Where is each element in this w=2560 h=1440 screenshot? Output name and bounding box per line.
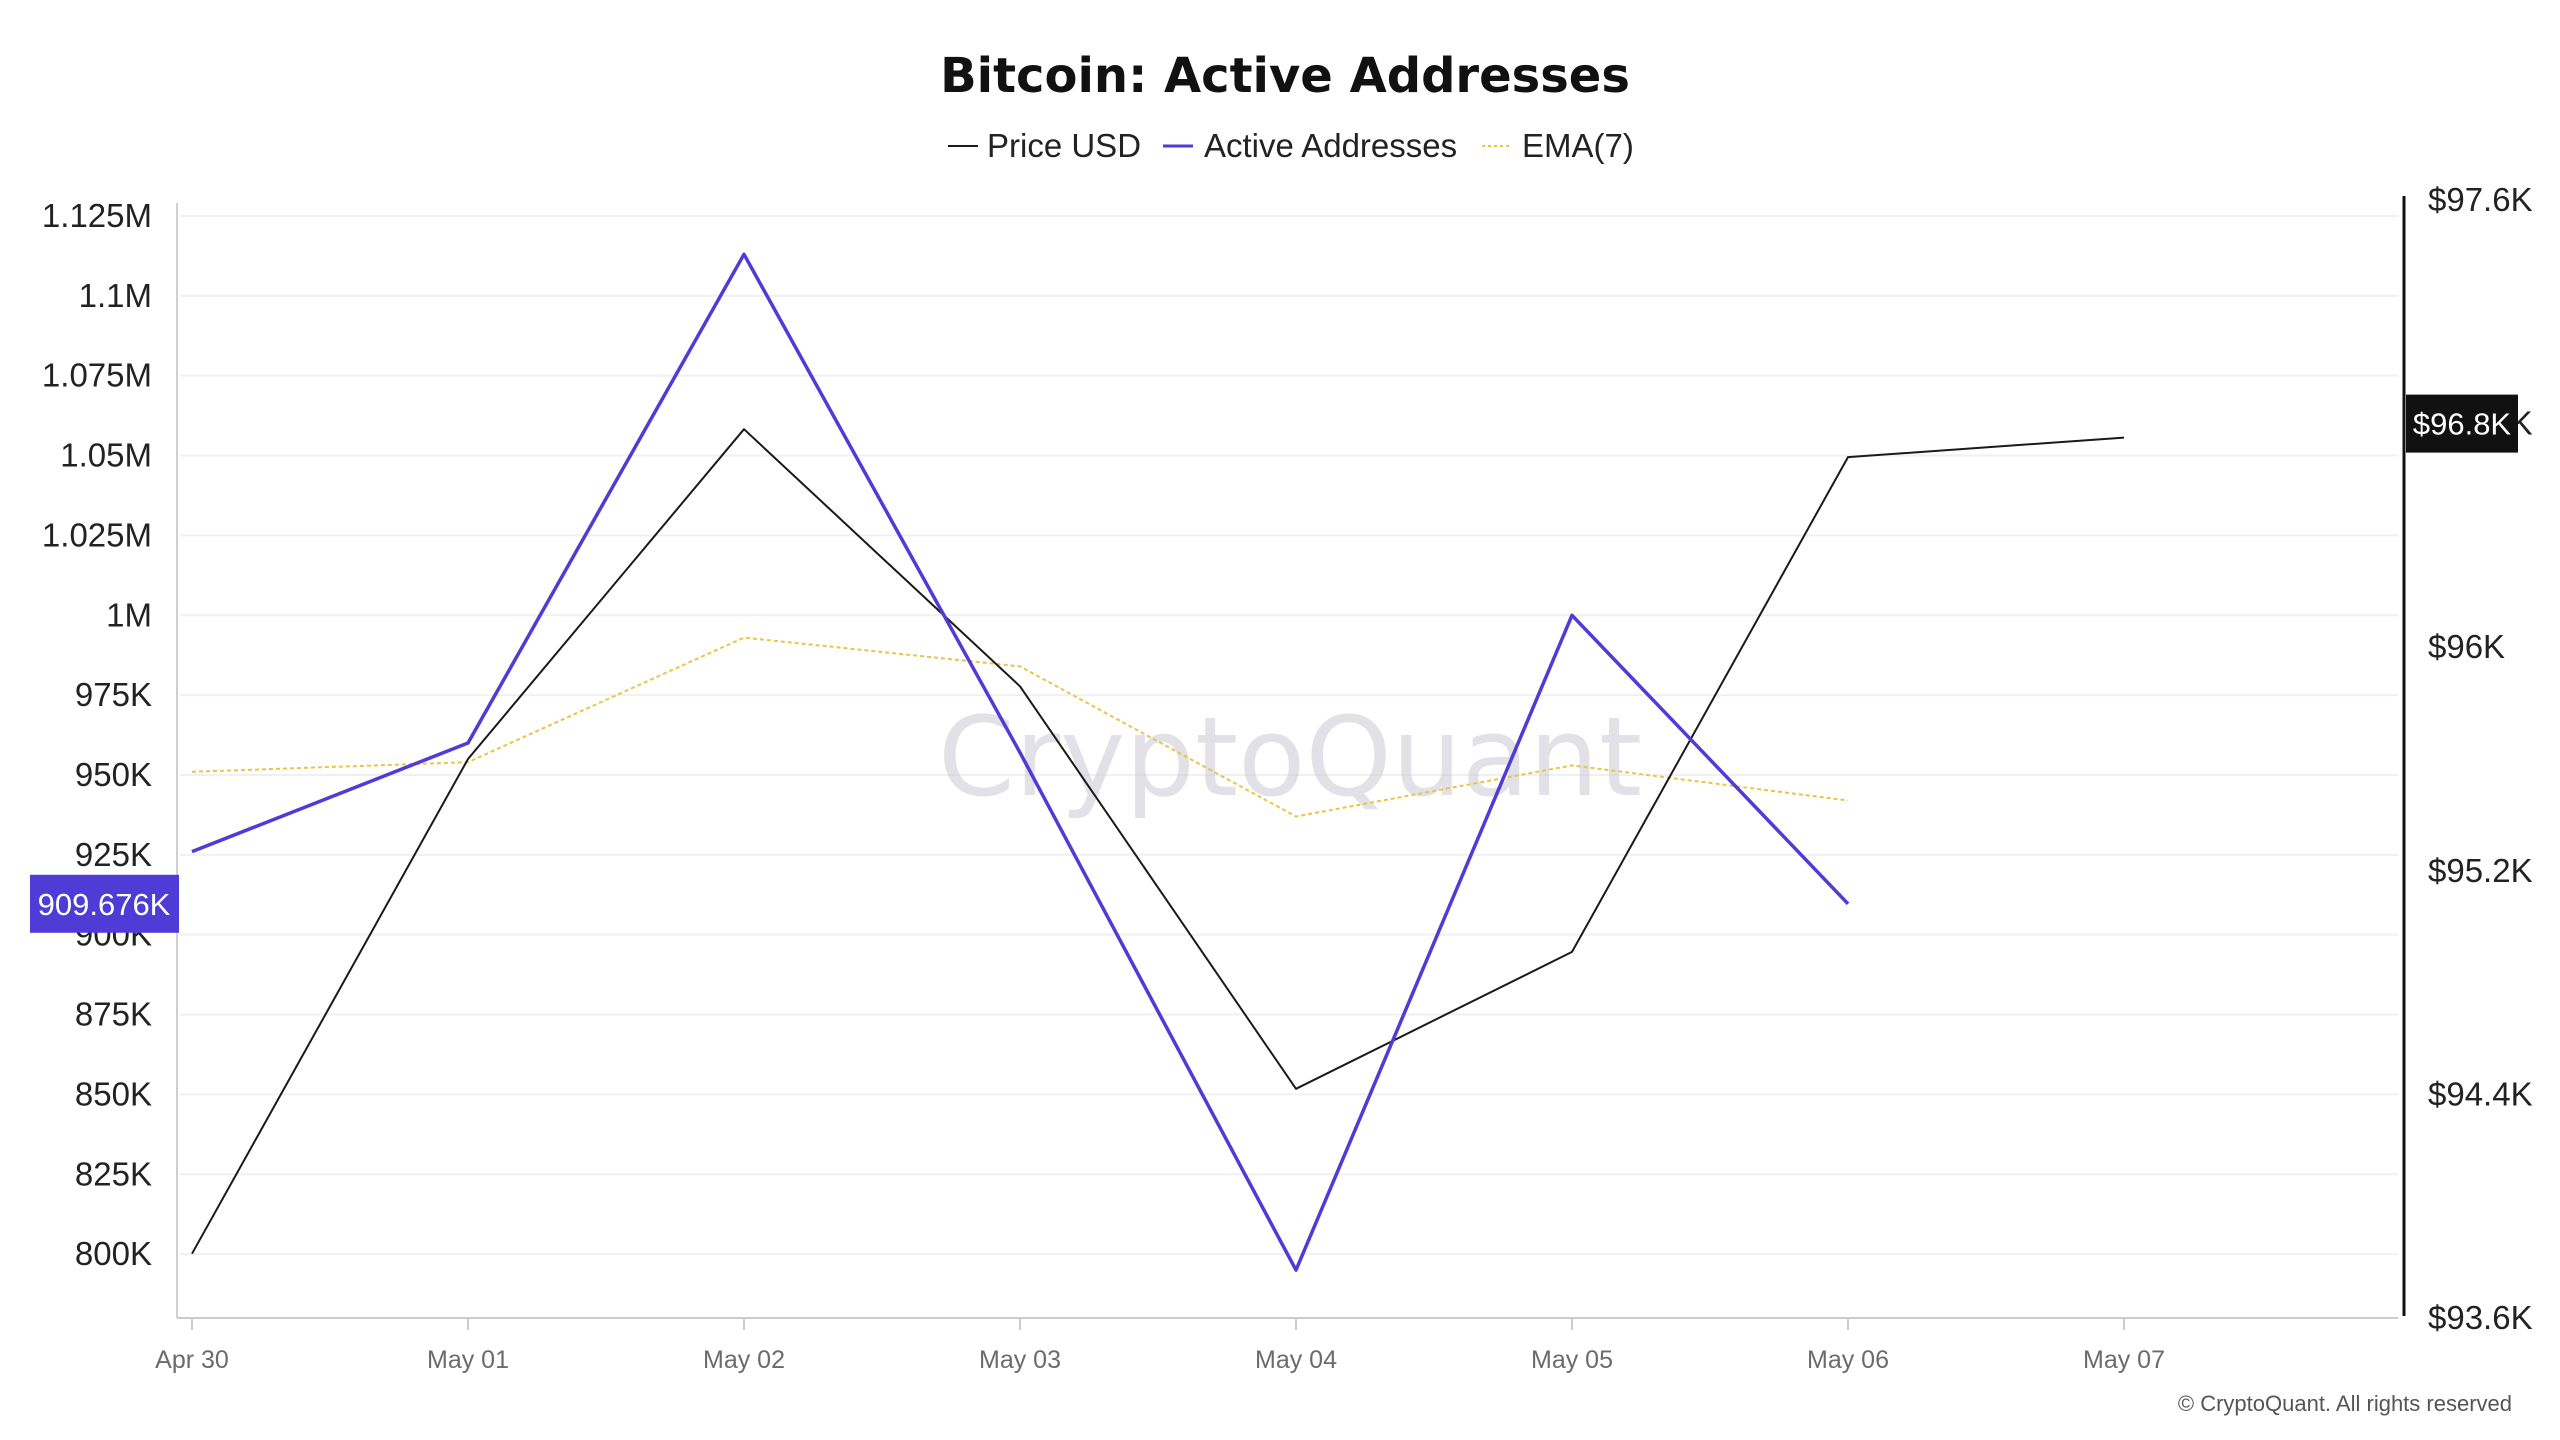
gridlines	[180, 214, 2398, 1256]
right-tick-label: $97.6K	[2428, 181, 2533, 218]
last-value-badge-active-addresses	[30, 874, 179, 933]
right-tick-label: $94.4K	[2428, 1075, 2533, 1112]
legend-item-ema7[interactable]: EMA(7)	[1482, 127, 1634, 164]
left-tick-label: 825K	[75, 1155, 152, 1192]
x-tick-label: May 07	[2083, 1346, 2165, 1374]
legend-item-active-addresses[interactable]: Active Addresses	[1163, 127, 1457, 164]
axes	[176, 196, 2406, 1319]
left-axis-ticks: 800K825K850K875K900K925K950K975K1M1.025M…	[42, 197, 152, 1272]
left-tick-label: 950K	[75, 756, 152, 793]
left-tick-label: 1.075M	[42, 357, 152, 394]
x-axis-ticks: Apr 30 May 01 May 02 May 03 May 04 May 05 May …	[155, 1318, 2165, 1374]
legend-label-price-usd: Price USD	[987, 127, 1141, 164]
series-line-ema-7	[191, 636, 1849, 818]
last-value-badge-price	[2406, 394, 2518, 453]
x-tick-label: Apr 30	[155, 1346, 229, 1374]
left-tick-label: 1M	[106, 596, 152, 633]
legend-item-price-usd[interactable]: Price USD	[948, 127, 1141, 164]
left-tick-label: 850K	[75, 1075, 152, 1112]
legend: Price USD Active Addresses EMA(7)	[948, 127, 1634, 164]
x-tick-label: May 05	[1531, 1346, 1613, 1374]
legend-label-ema7: EMA(7)	[1522, 127, 1634, 164]
right-tick-label: $95.2K	[2428, 852, 2533, 889]
x-tick-label: May 02	[703, 1346, 785, 1374]
x-tick-label: May 01	[427, 1346, 509, 1374]
left-tick-label: 800K	[75, 1235, 152, 1272]
left-tick-label: 1.025M	[42, 516, 152, 553]
legend-label-active-addresses: Active Addresses	[1204, 127, 1457, 164]
right-tick-label: $96K	[2428, 628, 2505, 665]
copyright: © CryptoQuant. All rights reserved	[2178, 1391, 2512, 1416]
x-tick-label: May 04	[1255, 1346, 1337, 1374]
left-tick-label: 875K	[75, 996, 152, 1033]
last-value-badge-label: $96.8K	[2413, 407, 2512, 442]
left-tick-label: 975K	[75, 676, 152, 713]
last-value-badge-label: 909.676K	[38, 887, 171, 922]
last-value-badges: 909.676K $96.8K	[30, 394, 2518, 933]
left-tick-label: 1.05M	[60, 437, 152, 474]
right-axis-ticks: $93.6K$94.4K$95.2K$96K$96.8K$97.6K	[2428, 181, 2533, 1336]
chart-title: Bitcoin: Active Addresses	[940, 48, 1630, 104]
left-tick-label: 1.1M	[79, 277, 152, 314]
watermark: CryptoQuant	[938, 693, 1642, 821]
right-tick-label: $93.6K	[2428, 1299, 2533, 1336]
series-line-price-usd	[191, 428, 2125, 1255]
x-tick-label: May 06	[1807, 1346, 1889, 1374]
left-tick-label: 925K	[75, 836, 152, 873]
series-line-active-addresses	[191, 252, 1850, 1272]
series	[191, 252, 2125, 1272]
left-tick-label: 1.125M	[42, 197, 152, 234]
x-tick-label: May 03	[979, 1346, 1061, 1374]
